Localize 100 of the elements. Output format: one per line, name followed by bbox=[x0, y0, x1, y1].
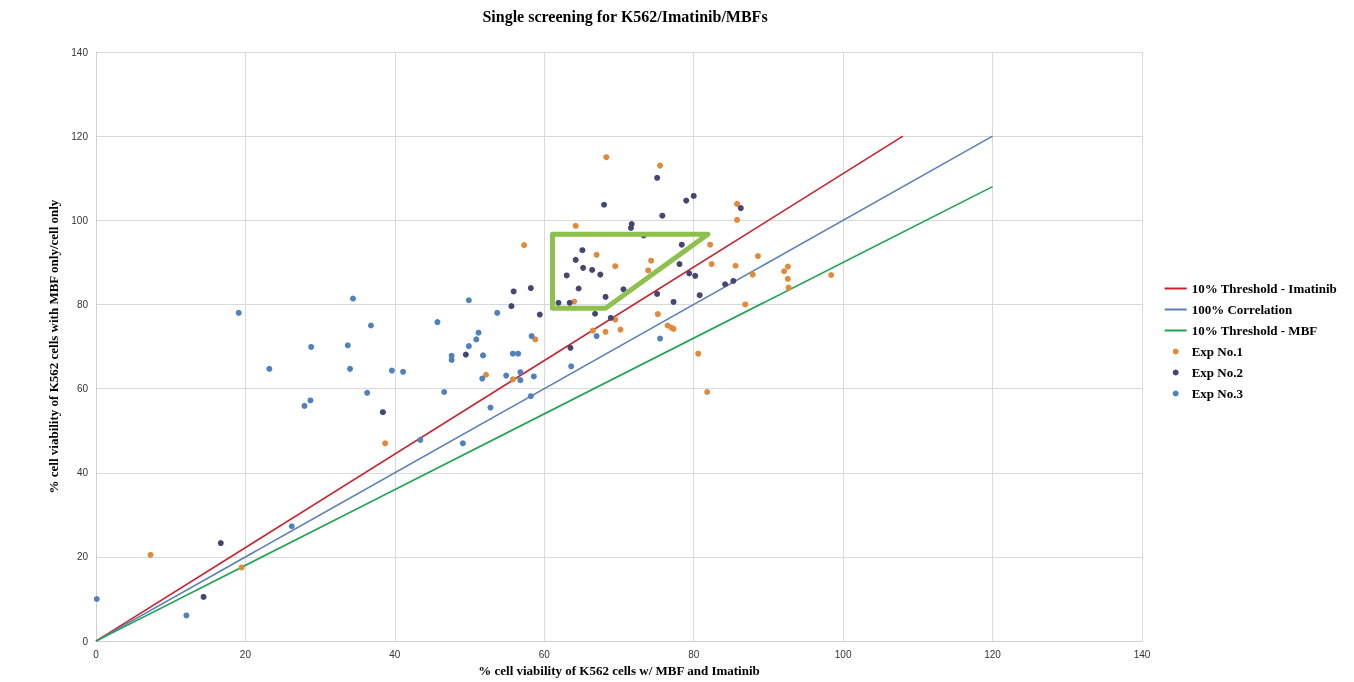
point bbox=[200, 593, 207, 600]
point bbox=[602, 328, 609, 335]
point bbox=[93, 596, 100, 603]
point bbox=[308, 343, 315, 350]
point bbox=[617, 326, 624, 333]
point bbox=[730, 277, 737, 284]
point bbox=[597, 271, 604, 278]
point bbox=[388, 367, 395, 374]
point bbox=[602, 293, 609, 300]
point bbox=[508, 303, 515, 310]
point bbox=[572, 222, 579, 229]
point bbox=[417, 436, 424, 443]
point bbox=[347, 365, 354, 372]
point bbox=[572, 256, 579, 263]
point bbox=[593, 333, 600, 340]
legend-label: 10% Threshold - Imatinib bbox=[1191, 281, 1337, 296]
point bbox=[536, 311, 543, 318]
point bbox=[732, 262, 739, 269]
point bbox=[448, 357, 455, 364]
point bbox=[676, 261, 683, 268]
chart-title: Single screening for K562/Imatinib/MBFs bbox=[482, 7, 768, 26]
point bbox=[367, 322, 374, 329]
y-tick-label: 20 bbox=[76, 551, 89, 563]
point bbox=[592, 310, 599, 317]
y-axis-title: % cell viability of K562 cells with MBF only/cell only bbox=[46, 199, 61, 494]
y-tick-label: 0 bbox=[82, 635, 89, 647]
point bbox=[657, 335, 664, 342]
point bbox=[754, 253, 761, 260]
point bbox=[589, 327, 596, 334]
point bbox=[183, 612, 190, 619]
point bbox=[515, 350, 522, 357]
x-tick-label: 60 bbox=[538, 648, 551, 660]
point bbox=[645, 267, 652, 274]
point bbox=[567, 344, 574, 351]
point bbox=[480, 352, 487, 359]
point bbox=[593, 251, 600, 258]
point bbox=[307, 397, 314, 404]
point bbox=[601, 201, 608, 208]
point bbox=[654, 174, 661, 181]
point bbox=[382, 440, 389, 447]
point bbox=[707, 241, 714, 248]
y-tick-label: 40 bbox=[76, 467, 89, 479]
point bbox=[734, 200, 741, 207]
x-axis-title: % cell viability of K562 cells w/ MBF and Imatinib bbox=[478, 663, 760, 678]
point bbox=[400, 368, 407, 375]
point bbox=[692, 272, 699, 279]
point bbox=[532, 336, 539, 343]
legend-label: 10% Threshold - MBF bbox=[1191, 323, 1318, 338]
point bbox=[441, 389, 448, 395]
point bbox=[503, 372, 510, 379]
point bbox=[563, 272, 570, 279]
point bbox=[737, 205, 744, 212]
point bbox=[459, 440, 466, 447]
point bbox=[266, 365, 273, 372]
point bbox=[473, 336, 480, 343]
point bbox=[235, 309, 242, 316]
x-tick-label: 80 bbox=[688, 648, 700, 660]
point bbox=[509, 376, 516, 383]
point bbox=[607, 314, 614, 321]
point bbox=[147, 551, 154, 558]
point bbox=[696, 292, 703, 299]
point bbox=[528, 333, 535, 340]
point bbox=[517, 377, 524, 384]
point bbox=[487, 404, 494, 411]
y-tick-label: 80 bbox=[76, 298, 89, 310]
point bbox=[708, 261, 715, 268]
point bbox=[434, 319, 441, 326]
point bbox=[568, 363, 575, 370]
point bbox=[510, 288, 517, 295]
legend-label: Exp No.2 bbox=[1191, 365, 1243, 380]
point bbox=[580, 264, 587, 271]
point bbox=[734, 216, 741, 223]
point bbox=[301, 402, 308, 409]
point bbox=[670, 298, 677, 305]
point bbox=[749, 271, 756, 278]
point bbox=[379, 409, 386, 416]
point bbox=[555, 299, 562, 306]
x-tick-label: 40 bbox=[389, 648, 401, 660]
x-tick-label: 120 bbox=[984, 648, 1002, 660]
point bbox=[465, 297, 472, 304]
point bbox=[690, 192, 697, 199]
point bbox=[828, 272, 835, 279]
y-tick-label: 60 bbox=[76, 383, 89, 395]
point bbox=[648, 257, 655, 264]
point bbox=[350, 295, 357, 302]
legend-label: Exp No.3 bbox=[1191, 386, 1244, 401]
point bbox=[527, 285, 534, 292]
point bbox=[527, 393, 534, 400]
point bbox=[784, 275, 791, 282]
point bbox=[654, 311, 661, 318]
point bbox=[344, 342, 351, 349]
x-tick-label: 0 bbox=[93, 648, 100, 660]
point bbox=[785, 284, 792, 291]
point bbox=[722, 281, 729, 288]
point bbox=[462, 351, 469, 358]
legend-label: 100% Correlation bbox=[1191, 302, 1293, 317]
point bbox=[575, 285, 582, 292]
point bbox=[483, 371, 490, 378]
point bbox=[521, 242, 528, 249]
legend-label: Exp No.1 bbox=[1191, 344, 1243, 359]
